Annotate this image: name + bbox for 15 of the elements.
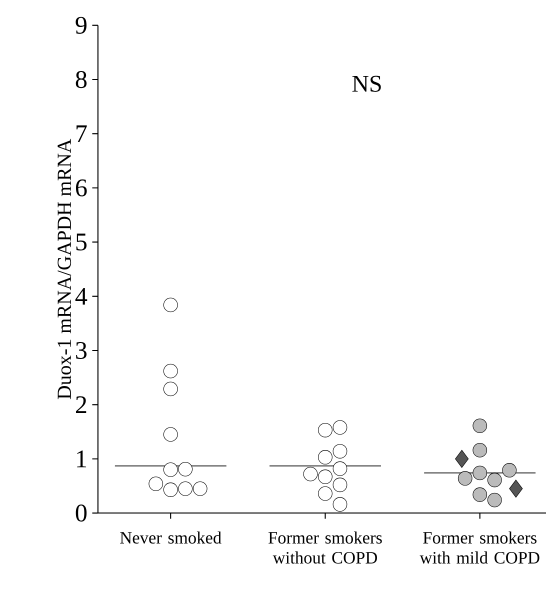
y-tick-label: 8 <box>76 70 86 88</box>
y-tick-label: 6 <box>76 179 87 196</box>
y-tick-label: 0 <box>76 504 86 522</box>
y-tick-label: 2 <box>76 396 86 414</box>
y-tick-label: 7 <box>76 125 87 142</box>
x-tick-label: Former smokers without COPD <box>268 531 382 564</box>
x-tick-label: Former smokers with mild COPD <box>420 531 540 564</box>
x-tick-label: Never smoked <box>120 531 222 544</box>
y-tick-label: 3 <box>76 342 86 359</box>
y-tick-label: 1 <box>76 450 86 468</box>
y-tick-label: 9 <box>76 16 86 34</box>
y-tick-label: 4 <box>75 288 87 305</box>
y-axis-title: Duox-1 mRNA/GAPDH mRNA <box>57 138 71 400</box>
y-tick-label: 5 <box>76 234 86 251</box>
annotation: NS <box>352 76 381 92</box>
